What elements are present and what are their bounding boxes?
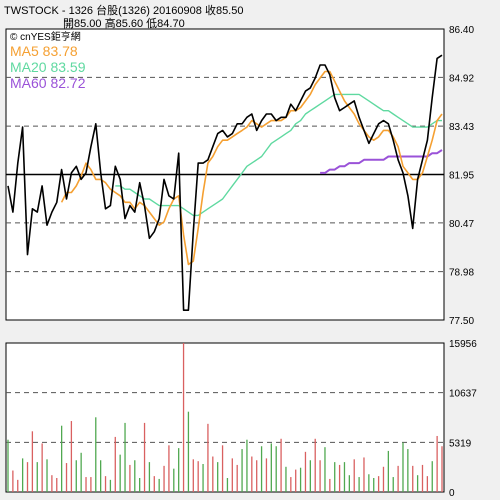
volume-tick-label: 0 (449, 488, 455, 499)
source-label: © cnYES鉅亨網 (10, 30, 81, 43)
volume-panel (5, 342, 445, 493)
price-tick-label: 81.95 (449, 171, 474, 182)
legend-ma5: MA5 83.78 (10, 43, 78, 59)
price-tick-label: 83.43 (449, 122, 474, 133)
price-tick-label: 80.47 (449, 219, 474, 230)
ohl-summary: 開85.00 高85.60 低84.70 (63, 18, 185, 30)
price-tick-label: 86.40 (449, 25, 474, 36)
legend-ma20: MA20 83.59 (10, 59, 86, 75)
series-line-close (7, 54, 443, 311)
series-line-ma5 (60, 70, 443, 266)
volume-tick-label: 15956 (449, 339, 477, 350)
volume-tick-label: 10637 (449, 389, 477, 400)
price-tick-label: 78.98 (449, 268, 474, 279)
price-tick-label: 77.50 (449, 316, 474, 327)
series-line-ma60 (320, 149, 443, 174)
legend-ma60: MA60 82.72 (10, 75, 86, 91)
volume-tick-label: 5319 (449, 438, 472, 449)
chart-title: TWSTOCK - 1326 台股(1326) 20160908 收85.50 (4, 5, 244, 17)
price-tick-label: 84.92 (449, 73, 474, 84)
